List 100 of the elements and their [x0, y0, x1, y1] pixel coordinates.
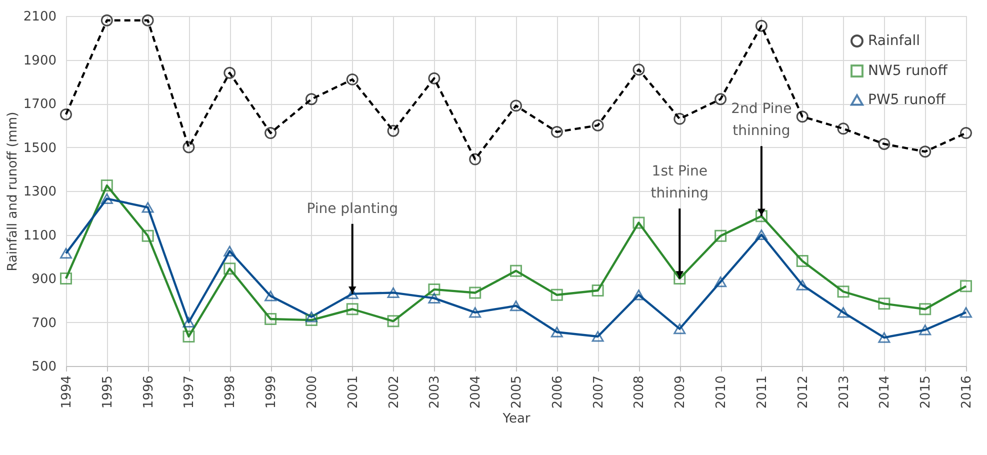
point: [674, 272, 686, 284]
x-tick-label: 2003: [428, 376, 443, 409]
point: [550, 326, 563, 338]
point: [387, 315, 400, 328]
point: [674, 324, 686, 334]
point: [428, 72, 440, 84]
point: [796, 255, 808, 267]
point: [60, 272, 72, 284]
point: [100, 14, 113, 26]
point: [550, 126, 563, 138]
point: [224, 66, 236, 79]
point: [182, 330, 195, 342]
point: [387, 124, 400, 137]
x-tick-label: 2016: [960, 376, 974, 409]
x-tick-label: 1996: [141, 376, 156, 409]
y-tick-label: 1900: [23, 53, 56, 68]
point: [919, 324, 932, 336]
point: [796, 110, 808, 123]
point: [264, 127, 277, 140]
point: [224, 262, 236, 275]
point: [142, 14, 154, 26]
point: [674, 112, 686, 125]
y-tick-label: 700: [32, 316, 56, 331]
point: [878, 298, 890, 310]
x-tick-label: 1998: [223, 376, 238, 409]
point: [919, 303, 932, 316]
point: [346, 73, 358, 86]
point: [960, 307, 972, 318]
point: [755, 210, 768, 222]
point: [142, 230, 154, 242]
x-tick-label: 2012: [796, 376, 811, 409]
legend-label: Rainfall: [868, 33, 920, 49]
point: [592, 284, 604, 297]
x-tick-label: 2013: [836, 376, 852, 409]
point: [714, 230, 727, 242]
point: [264, 290, 277, 302]
x-tick-label: 1994: [60, 376, 74, 409]
point: [469, 286, 482, 299]
x-tick-label: 2010: [714, 376, 730, 409]
point: [837, 307, 850, 318]
point: [796, 280, 808, 290]
point: [592, 119, 604, 132]
point: [224, 246, 236, 256]
annotation: Pine planting: [306, 200, 398, 217]
point: [182, 316, 195, 328]
x-tick-label: 2001: [346, 376, 361, 409]
point: [305, 93, 318, 106]
point: [714, 276, 727, 288]
point: [510, 100, 522, 112]
point: [60, 108, 72, 120]
point: [755, 229, 768, 240]
point: [837, 286, 850, 298]
x-tick-label: 2015: [918, 376, 934, 409]
point: [346, 288, 358, 300]
point: [632, 290, 645, 300]
x-tick-label: 2007: [591, 376, 606, 409]
x-tick-label: 2004: [468, 376, 484, 409]
annotation: 1st Pine thinning: [650, 164, 708, 202]
point: [592, 331, 604, 342]
y-axis-title: Rainfall and runoff (mm): [5, 112, 20, 272]
y-tick-label: 2100: [23, 10, 56, 24]
x-axis-title: Year: [502, 412, 531, 427]
x-tick-label: 2009: [673, 376, 688, 409]
x-tick-label: 2008: [632, 376, 648, 409]
point: [837, 122, 850, 135]
y-tick-label: 900: [32, 272, 56, 287]
y-tick-label: 500: [32, 360, 56, 374]
y-tick-label: 1500: [23, 140, 56, 156]
point: [632, 64, 645, 76]
point: [960, 127, 972, 140]
legend-label: PW5 runoff: [868, 92, 946, 108]
point: [100, 193, 113, 204]
point: [755, 20, 768, 32]
point: [142, 202, 154, 213]
point: [878, 332, 890, 343]
point: [510, 300, 522, 312]
point: [100, 180, 113, 192]
point: [264, 312, 277, 325]
x-tick-label: 2002: [386, 376, 402, 409]
point: [346, 303, 358, 316]
point: [469, 307, 482, 318]
point: [632, 216, 645, 229]
point: [305, 314, 318, 326]
point: [714, 93, 727, 106]
point: [469, 153, 482, 166]
y-tick-label: 1100: [23, 228, 56, 244]
x-tick-label: 2006: [550, 376, 566, 409]
legend-label: NW5 runoff: [868, 63, 948, 79]
point: [387, 287, 400, 298]
x-tick-label: 1997: [182, 376, 198, 409]
x-tick-label: 2005: [510, 376, 524, 409]
point: [919, 146, 932, 158]
point: [182, 141, 195, 154]
x-tick-label: 2014: [878, 376, 893, 409]
annotation: 2nd Pine thinning: [731, 101, 792, 140]
x-tick-label: 2011: [754, 376, 770, 409]
point: [428, 283, 440, 296]
point: [960, 280, 972, 292]
point: [510, 264, 522, 277]
point: [878, 138, 890, 150]
